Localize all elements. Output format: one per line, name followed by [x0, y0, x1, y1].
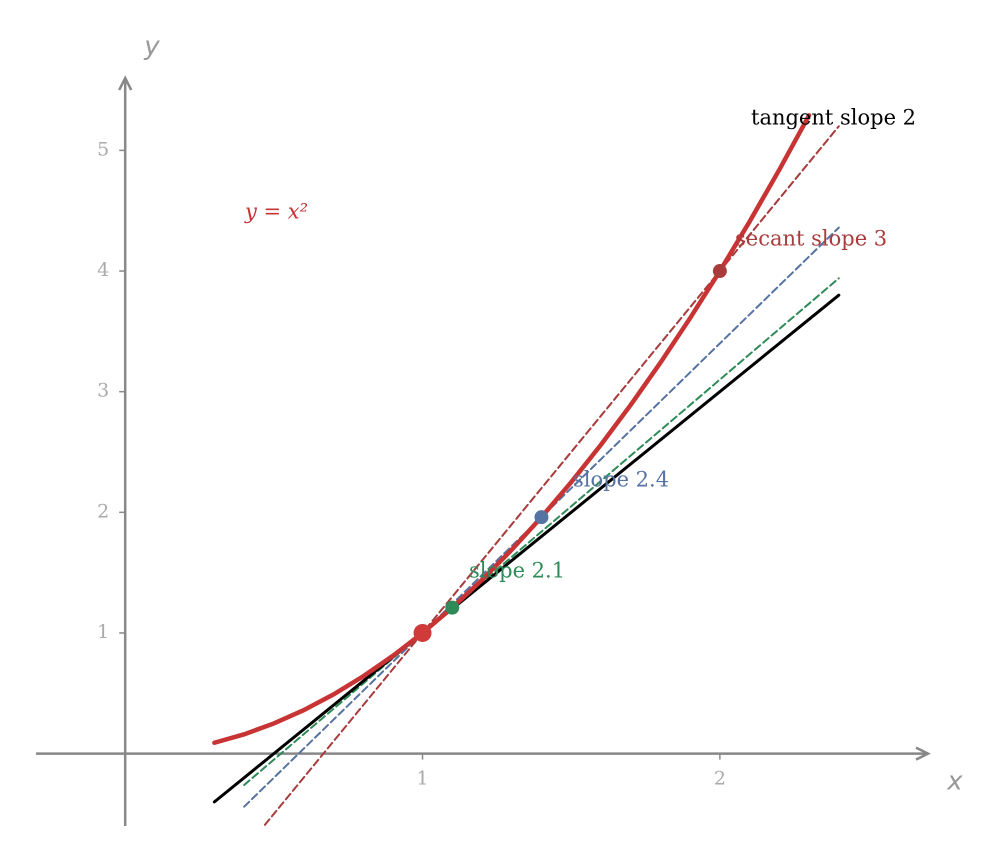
series-label: secant slope 3	[735, 227, 887, 251]
y-tick-label: 3	[97, 380, 109, 402]
y-tick-label: 2	[97, 500, 109, 522]
series-label: y = x²	[244, 200, 308, 224]
line-series	[243, 226, 840, 808]
y-tick-label: 4	[97, 259, 109, 281]
y-axis-label: y	[143, 32, 160, 62]
point	[712, 264, 727, 279]
line-series	[263, 125, 840, 826]
y-tick-label: 5	[97, 138, 109, 160]
series-label: tangent slope 2	[751, 106, 916, 130]
series-label: slope 2.1	[469, 559, 565, 583]
point	[413, 623, 432, 642]
point	[534, 510, 549, 525]
y-tick-label: 1	[97, 621, 109, 643]
point	[445, 600, 460, 615]
x-tick-label: 2	[714, 768, 726, 790]
series-label: slope 2.4	[573, 468, 669, 492]
x-axis-label: x	[946, 767, 963, 797]
x-axis-arrow	[915, 746, 931, 761]
y-axis-arrow	[118, 75, 133, 91]
x-tick-label: 1	[416, 768, 428, 790]
line-series	[212, 293, 841, 804]
line-series	[243, 277, 840, 786]
line-series	[212, 113, 812, 746]
